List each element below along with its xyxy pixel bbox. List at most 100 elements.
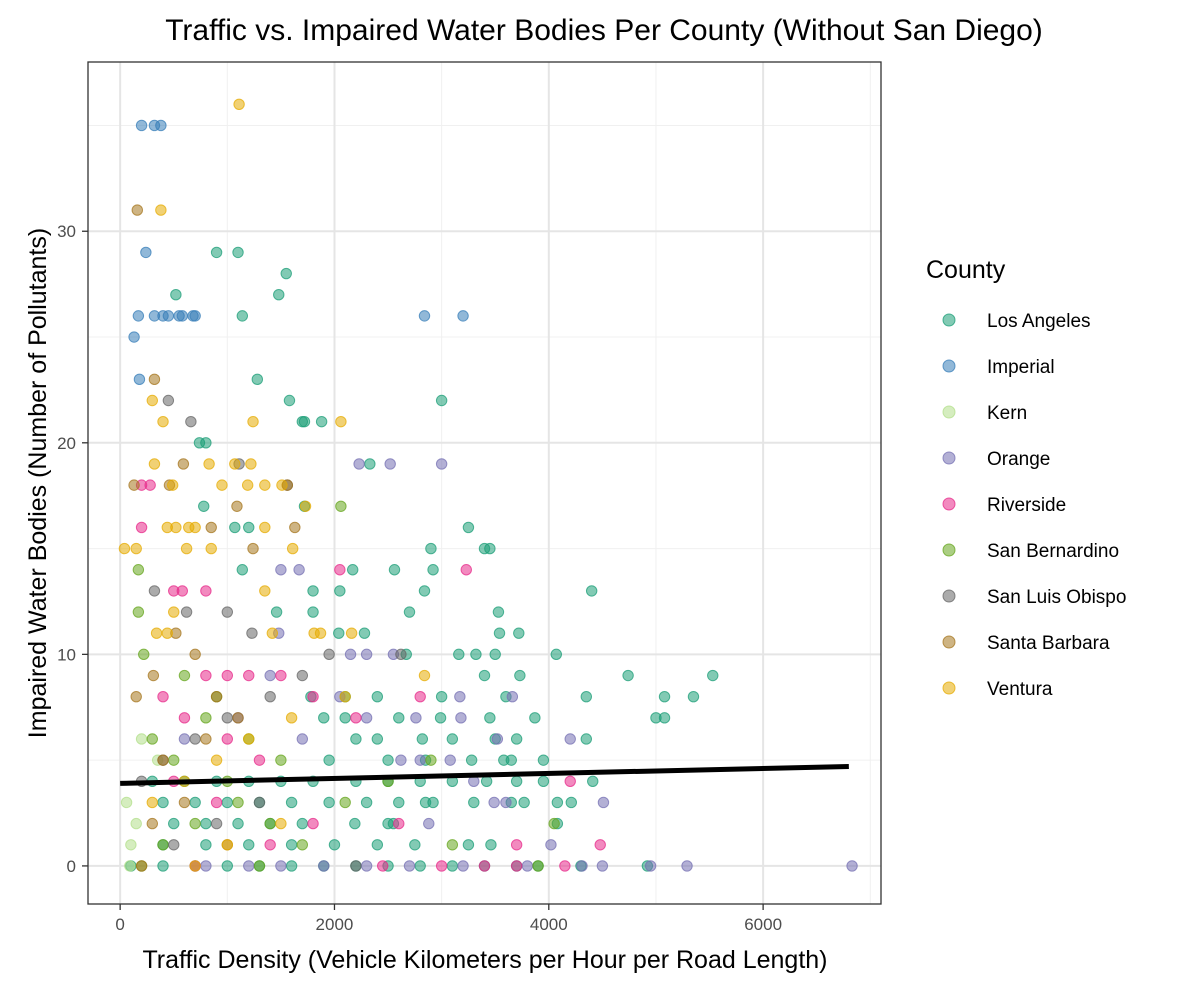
point-orange: [275, 860, 287, 872]
point-los-angeles: [425, 542, 437, 555]
point-orange: [500, 796, 512, 809]
point-los-angeles: [273, 289, 285, 301]
point-santa-barbara: [205, 521, 217, 534]
point-los-angeles: [200, 839, 212, 851]
point-ventura: [285, 712, 298, 724]
point-ventura: [148, 458, 161, 470]
point-los-angeles: [435, 394, 448, 407]
point-orange: [576, 860, 588, 872]
x-axis: 0 2000 4000 6000: [115, 904, 782, 934]
legend: County Los Angeles Imperial Kern Orange Rive…: [926, 256, 1126, 700]
point-los-angeles: [170, 289, 182, 301]
point-los-angeles: [470, 648, 482, 661]
point-los-angeles: [236, 564, 249, 576]
plot-border: [87, 61, 882, 905]
point-santa-barbara: [189, 648, 201, 661]
point-san-luis-obispo: [189, 733, 201, 745]
point-orange: [410, 712, 422, 724]
point-ventura: [229, 458, 241, 470]
point-los-angeles: [157, 860, 169, 872]
point-imperial: [162, 310, 175, 322]
point-san-bernardino: [232, 796, 244, 809]
point-san-bernardino: [264, 817, 276, 830]
point-riverside: [393, 817, 405, 830]
point-santa-barbara: [131, 204, 143, 216]
point-ventura: [335, 415, 347, 428]
point-los-angeles: [468, 796, 480, 809]
point-riverside: [460, 564, 472, 576]
point-los-angeles: [285, 839, 298, 851]
point-ventura: [216, 479, 228, 491]
point-orange: [384, 458, 396, 470]
point-san-luis-obispo: [395, 648, 407, 661]
point-los-angeles: [232, 817, 244, 830]
point-los-angeles: [484, 542, 496, 555]
point-los-angeles: [307, 585, 319, 597]
point-ventura: [275, 817, 287, 830]
point-ventura: [210, 754, 223, 766]
point-los-angeles: [323, 754, 335, 766]
point-orange: [846, 860, 858, 872]
point-orange: [344, 648, 357, 661]
point-riverside: [334, 564, 346, 576]
point-los-angeles: [283, 394, 296, 407]
point-santa-barbara: [177, 458, 190, 470]
point-ventura: [205, 542, 217, 555]
point-orange: [200, 860, 212, 872]
point-kern: [135, 733, 148, 745]
point-los-angeles: [221, 860, 234, 872]
point-ventura: [286, 542, 299, 555]
point-san-luis-obispo: [221, 712, 234, 724]
legend-label: Orange: [987, 449, 1050, 470]
point-imperial: [418, 310, 431, 322]
point-los-angeles: [565, 796, 578, 809]
legend-label: Ventura: [987, 679, 1053, 700]
legend-title: County: [926, 256, 1006, 284]
point-los-angeles: [510, 775, 523, 787]
point-ventura: [241, 479, 254, 491]
point-los-angeles: [285, 860, 298, 872]
point-san-luis-obispo: [253, 796, 266, 809]
point-ventura: [118, 542, 131, 555]
point-orange: [360, 860, 373, 872]
point-san-bernardino: [532, 860, 544, 872]
point-ventura: [189, 860, 201, 872]
point-ventura: [259, 479, 271, 491]
point-orange: [597, 796, 610, 809]
point-ventura: [168, 606, 180, 618]
point-san-bernardino: [132, 606, 145, 618]
legend-label: Kern: [987, 403, 1027, 424]
point-riverside: [157, 690, 169, 703]
point-orange: [457, 860, 469, 872]
y-tick-label: 10: [57, 645, 76, 664]
point-santa-barbara: [148, 373, 161, 386]
x-tick-label: 4000: [530, 915, 568, 934]
legend-key: [942, 405, 956, 419]
point-riverside: [414, 690, 426, 703]
point-san-bernardino: [178, 669, 191, 682]
point-ventura: [247, 415, 259, 428]
point-san-bernardino: [132, 564, 145, 576]
point-santa-barbara: [231, 500, 243, 512]
point-ventura: [266, 627, 279, 639]
point-imperial: [128, 331, 140, 343]
y-tick-label: 30: [57, 222, 76, 241]
point-santa-barbara: [200, 733, 212, 745]
point-los-angeles: [358, 627, 371, 639]
point-imperial: [176, 310, 189, 322]
point-los-angeles: [484, 712, 496, 724]
point-los-angeles: [462, 521, 475, 534]
point-ventura: [243, 733, 255, 745]
y-tick-label: 20: [57, 434, 76, 453]
point-riverside: [200, 669, 212, 682]
point-los-angeles: [551, 796, 564, 809]
point-san-bernardino: [335, 500, 347, 512]
point-orange: [264, 669, 276, 682]
point-los-angeles: [393, 796, 405, 809]
point-los-angeles: [446, 860, 459, 872]
point-san-bernardino: [275, 754, 287, 766]
point-los-angeles: [315, 415, 328, 428]
point-los-angeles: [371, 733, 384, 745]
point-ventura: [170, 521, 182, 534]
point-riverside: [435, 860, 448, 872]
